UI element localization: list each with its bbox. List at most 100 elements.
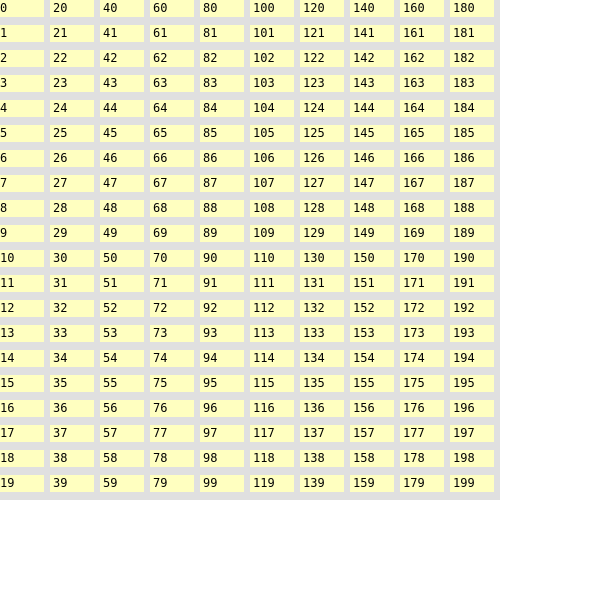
grid-cell[interactable]: 156 xyxy=(350,400,400,425)
grid-cell[interactable]: 47 xyxy=(100,175,150,200)
grid-cell[interactable]: 24 xyxy=(50,100,100,125)
grid-cell[interactable]: 75 xyxy=(150,375,200,400)
grid-cell[interactable]: 10 xyxy=(0,250,50,275)
grid-cell[interactable]: 99 xyxy=(200,475,250,500)
grid-cell[interactable]: 175 xyxy=(400,375,450,400)
grid-cell[interactable]: 164 xyxy=(400,100,450,125)
grid-cell[interactable]: 119 xyxy=(250,475,300,500)
grid-cell[interactable]: 23 xyxy=(50,75,100,100)
grid-cell[interactable]: 190 xyxy=(450,250,500,275)
grid-cell[interactable]: 41 xyxy=(100,25,150,50)
grid-cell[interactable]: 71 xyxy=(150,275,200,300)
grid-cell[interactable]: 179 xyxy=(400,475,450,500)
grid-cell[interactable]: 5 xyxy=(0,125,50,150)
grid-cell[interactable]: 13 xyxy=(0,325,50,350)
grid-cell[interactable]: 133 xyxy=(300,325,350,350)
grid-cell[interactable]: 170 xyxy=(400,250,450,275)
grid-cell[interactable]: 171 xyxy=(400,275,450,300)
grid-cell[interactable]: 168 xyxy=(400,200,450,225)
grid-cell[interactable]: 121 xyxy=(300,25,350,50)
grid-cell[interactable]: 55 xyxy=(100,375,150,400)
grid-cell[interactable]: 26 xyxy=(50,150,100,175)
grid-cell[interactable]: 65 xyxy=(150,125,200,150)
grid-cell[interactable]: 158 xyxy=(350,450,400,475)
grid-cell[interactable]: 122 xyxy=(300,50,350,75)
grid-cell[interactable]: 116 xyxy=(250,400,300,425)
grid-cell[interactable]: 103 xyxy=(250,75,300,100)
grid-cell[interactable]: 36 xyxy=(50,400,100,425)
grid-cell[interactable]: 54 xyxy=(100,350,150,375)
grid-cell[interactable]: 25 xyxy=(50,125,100,150)
grid-cell[interactable]: 111 xyxy=(250,275,300,300)
grid-cell[interactable]: 172 xyxy=(400,300,450,325)
grid-cell[interactable]: 63 xyxy=(150,75,200,100)
grid-cell[interactable]: 40 xyxy=(100,0,150,25)
grid-cell[interactable]: 130 xyxy=(300,250,350,275)
grid-cell[interactable]: 139 xyxy=(300,475,350,500)
grid-cell[interactable]: 104 xyxy=(250,100,300,125)
grid-cell[interactable]: 127 xyxy=(300,175,350,200)
grid-cell[interactable]: 2 xyxy=(0,50,50,75)
grid-cell[interactable]: 77 xyxy=(150,425,200,450)
grid-cell[interactable]: 30 xyxy=(50,250,100,275)
grid-cell[interactable]: 167 xyxy=(400,175,450,200)
grid-cell[interactable]: 118 xyxy=(250,450,300,475)
grid-cell[interactable]: 184 xyxy=(450,100,500,125)
grid-cell[interactable]: 135 xyxy=(300,375,350,400)
grid-cell[interactable]: 180 xyxy=(450,0,500,25)
grid-cell[interactable]: 154 xyxy=(350,350,400,375)
grid-cell[interactable]: 27 xyxy=(50,175,100,200)
grid-cell[interactable]: 196 xyxy=(450,400,500,425)
grid-cell[interactable]: 131 xyxy=(300,275,350,300)
grid-cell[interactable]: 46 xyxy=(100,150,150,175)
grid-cell[interactable]: 193 xyxy=(450,325,500,350)
grid-cell[interactable]: 162 xyxy=(400,50,450,75)
grid-cell[interactable]: 45 xyxy=(100,125,150,150)
grid-cell[interactable]: 74 xyxy=(150,350,200,375)
grid-cell[interactable]: 34 xyxy=(50,350,100,375)
grid-cell[interactable]: 88 xyxy=(200,200,250,225)
grid-cell[interactable]: 58 xyxy=(100,450,150,475)
grid-cell[interactable]: 140 xyxy=(350,0,400,25)
grid-cell[interactable]: 31 xyxy=(50,275,100,300)
grid-cell[interactable]: 19 xyxy=(0,475,50,500)
grid-cell[interactable]: 11 xyxy=(0,275,50,300)
grid-cell[interactable]: 117 xyxy=(250,425,300,450)
grid-cell[interactable]: 176 xyxy=(400,400,450,425)
grid-cell[interactable]: 38 xyxy=(50,450,100,475)
grid-cell[interactable]: 64 xyxy=(150,100,200,125)
grid-cell[interactable]: 61 xyxy=(150,25,200,50)
grid-cell[interactable]: 129 xyxy=(300,225,350,250)
grid-cell[interactable]: 102 xyxy=(250,50,300,75)
grid-cell[interactable]: 9 xyxy=(0,225,50,250)
grid-cell[interactable]: 50 xyxy=(100,250,150,275)
grid-cell[interactable]: 124 xyxy=(300,100,350,125)
grid-cell[interactable]: 90 xyxy=(200,250,250,275)
grid-cell[interactable]: 98 xyxy=(200,450,250,475)
grid-cell[interactable]: 115 xyxy=(250,375,300,400)
grid-cell[interactable]: 110 xyxy=(250,250,300,275)
grid-cell[interactable]: 151 xyxy=(350,275,400,300)
grid-cell[interactable]: 157 xyxy=(350,425,400,450)
grid-cell[interactable]: 83 xyxy=(200,75,250,100)
grid-cell[interactable]: 12 xyxy=(0,300,50,325)
grid-cell[interactable]: 169 xyxy=(400,225,450,250)
grid-cell[interactable]: 51 xyxy=(100,275,150,300)
grid-cell[interactable]: 173 xyxy=(400,325,450,350)
grid-cell[interactable]: 100 xyxy=(250,0,300,25)
grid-cell[interactable]: 92 xyxy=(200,300,250,325)
grid-cell[interactable]: 150 xyxy=(350,250,400,275)
grid-cell[interactable]: 81 xyxy=(200,25,250,50)
grid-cell[interactable]: 72 xyxy=(150,300,200,325)
grid-cell[interactable]: 145 xyxy=(350,125,400,150)
grid-cell[interactable]: 108 xyxy=(250,200,300,225)
grid-cell[interactable]: 123 xyxy=(300,75,350,100)
grid-cell[interactable]: 3 xyxy=(0,75,50,100)
grid-cell[interactable]: 126 xyxy=(300,150,350,175)
grid-cell[interactable]: 35 xyxy=(50,375,100,400)
grid-cell[interactable]: 6 xyxy=(0,150,50,175)
grid-cell[interactable]: 114 xyxy=(250,350,300,375)
grid-cell[interactable]: 146 xyxy=(350,150,400,175)
grid-cell[interactable]: 188 xyxy=(450,200,500,225)
grid-cell[interactable]: 186 xyxy=(450,150,500,175)
